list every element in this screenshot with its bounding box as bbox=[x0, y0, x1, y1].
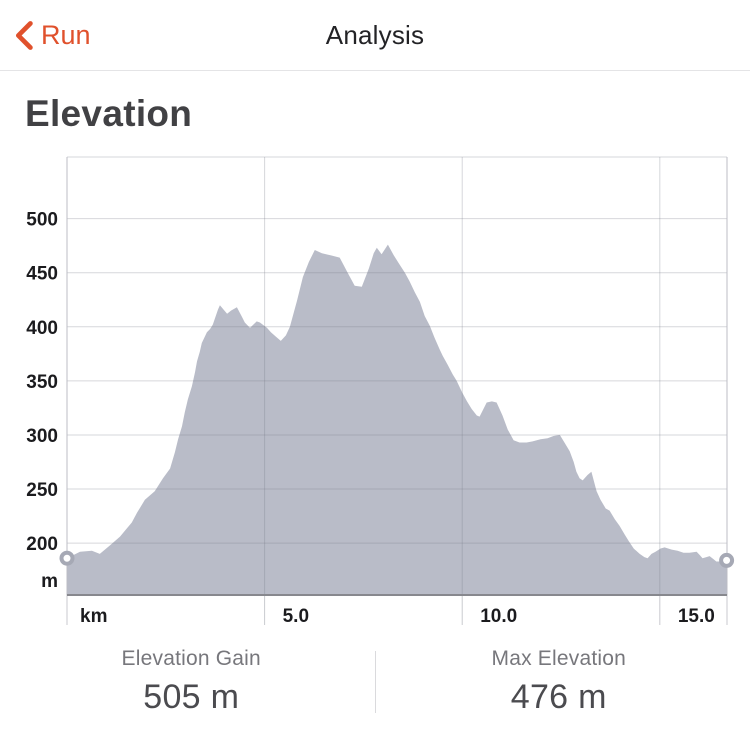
elevation-area bbox=[67, 244, 727, 595]
x-axis-tick-label: 5.0 bbox=[283, 606, 309, 627]
section-title: Elevation bbox=[25, 93, 193, 134]
y-axis-tick-label: 200 bbox=[26, 534, 58, 555]
y-axis-tick-label: 300 bbox=[26, 426, 58, 447]
navigation-bar: Run Analysis bbox=[0, 0, 750, 71]
end-marker bbox=[719, 552, 735, 568]
back-chevron-icon bbox=[15, 20, 33, 50]
y-axis-unit-label: m bbox=[41, 571, 58, 592]
y-axis-tick-label: 350 bbox=[26, 372, 58, 393]
stat-label: Max Elevation bbox=[491, 647, 626, 670]
stat-value: 476 m bbox=[510, 678, 607, 716]
stats-divider bbox=[374, 651, 376, 713]
stats-row: Elevation Gain 505 m Max Elevation 476 m bbox=[0, 647, 750, 717]
analysis-content: Elevation 200 250 300 350 400 450 500 m 5.0 10.0 1… bbox=[0, 93, 750, 717]
y-axis-tick-label: 400 bbox=[26, 318, 58, 339]
back-button-label: Run bbox=[41, 19, 91, 50]
y-axis-tick-label: 500 bbox=[26, 210, 58, 231]
stat-label: Elevation Gain bbox=[121, 647, 261, 670]
start-marker bbox=[59, 550, 75, 566]
back-button[interactable]: Run bbox=[13, 0, 91, 70]
stat-max-elevation: Max Elevation 476 m bbox=[376, 647, 743, 717]
elevation-chart[interactable]: 200 250 300 350 400 450 500 m 5.0 10.0 15.0 km bbox=[0, 153, 750, 633]
stat-elevation-gain: Elevation Gain 505 m bbox=[8, 647, 375, 717]
stat-value: 505 m bbox=[143, 678, 240, 716]
y-axis-tick-label: 250 bbox=[26, 480, 58, 501]
elevation-chart-canvas[interactable]: 200 250 300 350 400 450 500 m 5.0 10.0 15.0 km bbox=[0, 153, 750, 633]
x-axis-unit-label: km bbox=[80, 606, 107, 627]
y-axis-tick-label: 450 bbox=[26, 264, 58, 285]
x-axis-tick-label: 15.0 bbox=[678, 606, 715, 627]
page-title: Analysis bbox=[325, 19, 425, 50]
x-axis-tick-label: 10.0 bbox=[480, 606, 517, 627]
